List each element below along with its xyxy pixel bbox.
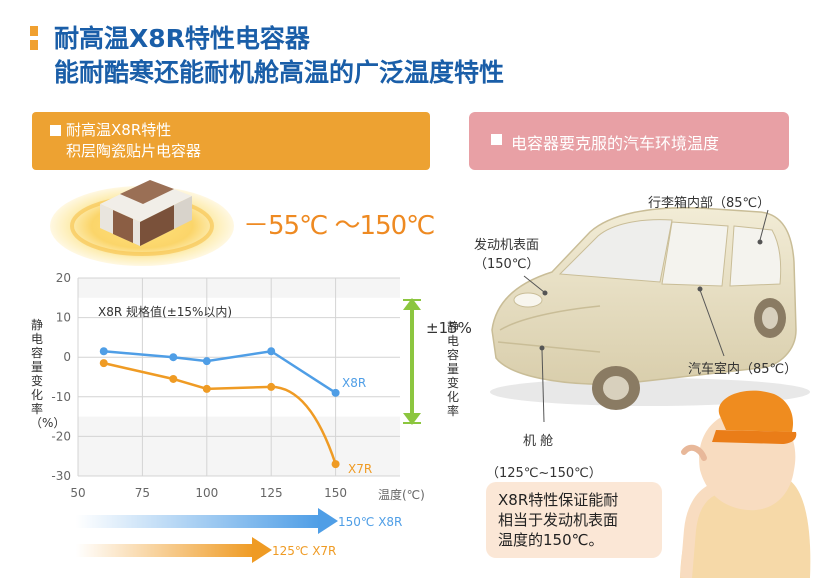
data-point-x7r	[99, 359, 108, 368]
x-tick-label: 125	[260, 486, 283, 500]
capacitor-chip-icon	[100, 180, 192, 246]
title-line-1: 耐高温X8R特性电容器	[54, 24, 310, 53]
capacitor-banner: 耐高温X8R特性 积层陶瓷贴片电容器	[32, 112, 430, 170]
data-point-x8r	[169, 353, 178, 362]
series-line-x7r	[103, 361, 337, 465]
series-label-x8r: X8R	[342, 376, 367, 390]
speech-bubble	[486, 482, 662, 558]
tolerance-arrow	[403, 298, 421, 425]
y-axis-label: 静电容量变化率（%）	[30, 318, 66, 430]
data-point-x7r	[169, 374, 178, 383]
data-point-x7r	[267, 382, 276, 391]
range-arrow-x8r-label: 150℃ X8R	[338, 515, 403, 529]
engine-room-label: 机 舱	[523, 434, 554, 449]
x-tick-label: 150	[324, 486, 347, 500]
data-point-x7r	[202, 384, 211, 393]
bullet-square-icon	[491, 134, 502, 145]
data-point-x8r	[331, 388, 340, 397]
cabin-label: 汽车室内（85℃）	[688, 362, 798, 377]
tolerance-label: ±15%	[426, 319, 472, 337]
data-point-x8r	[99, 347, 108, 356]
y-tick-label: 0	[63, 350, 71, 364]
label-leader-lines	[523, 209, 769, 423]
person-illustration	[680, 390, 811, 578]
range-arrow-x8r	[76, 508, 338, 534]
range-arrow-x7r-label: 125℃ X7R	[272, 544, 337, 558]
engine-surface-label-1: 发动机表面	[474, 238, 540, 253]
data-point-x8r	[267, 347, 276, 356]
y-tick-label: -30	[51, 469, 71, 483]
x-axis-label: 温度(℃)	[378, 488, 425, 502]
trunk-label: 行李箱内部（85℃）	[648, 196, 771, 211]
temperature-range: －55℃ ～150℃	[243, 211, 435, 241]
range-arrow-x7r	[76, 537, 272, 563]
y-tick-label: -20	[51, 429, 71, 443]
bubble-line-3: 温度的150℃。	[498, 531, 604, 549]
engine-surface-label-2: （150℃）	[474, 257, 540, 272]
car-environment-banner: 电容器要克服的汽车环境温度	[469, 112, 789, 170]
spec-label: X8R 规格值(±15%以内)	[98, 305, 233, 319]
x-tick-label: 100	[195, 486, 218, 500]
data-point-x7r	[331, 460, 340, 469]
engine-room-range-label: （125℃~150℃）	[486, 466, 602, 481]
capacitor-banner-line-1: 耐高温X8R特性	[66, 121, 172, 139]
title-block: 耐高温X8R特性电容器 能耐酷寒还能耐机舱高温的广泛温度特性	[30, 22, 504, 90]
bullet-square-icon	[50, 125, 61, 136]
tolerance-vertical-label: 静电容量变化率	[446, 320, 459, 418]
y-tick-label: 10	[56, 311, 71, 325]
bubble-line-2: 相当于发动机表面	[498, 511, 619, 529]
x-tick-label: 75	[135, 486, 150, 500]
title-accent-bar	[30, 40, 38, 50]
car-environment-banner-label: 电容器要克服的汽车环境温度	[511, 134, 720, 153]
capacitor-banner-line-2: 积层陶瓷贴片电容器	[66, 142, 202, 160]
y-tick-label: -10	[51, 390, 71, 404]
speech-bubble-text: X8R特性保证能耐 相当于发动机表面 温度的150℃。	[498, 490, 658, 550]
y-tick-label: 20	[56, 271, 71, 285]
title-line-2: 能耐酷寒还能耐机舱高温的广泛温度特性	[54, 58, 505, 87]
bubble-line-1: X8R特性保证能耐	[498, 491, 619, 509]
x-tick-label: 50	[70, 486, 85, 500]
title-accent-bar	[30, 26, 38, 36]
series-label-x7r: X7R	[348, 462, 373, 476]
data-point-x8r	[202, 357, 211, 366]
